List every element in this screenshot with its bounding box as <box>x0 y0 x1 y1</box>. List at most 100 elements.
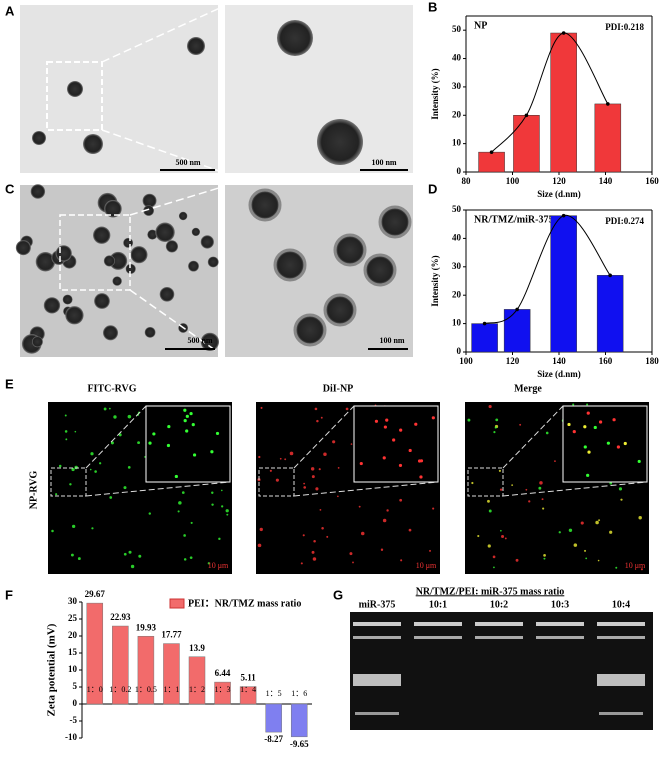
dot <box>525 488 528 491</box>
y-tick-label: 0 <box>73 698 78 708</box>
zoom-box <box>258 467 295 497</box>
bar <box>290 703 308 738</box>
zoom-line <box>129 186 223 356</box>
dot <box>543 554 546 557</box>
value-label: 6.44 <box>215 668 231 678</box>
band <box>597 636 645 639</box>
x-tick-label: 140 <box>599 176 613 186</box>
band <box>597 674 645 686</box>
dot <box>260 406 263 409</box>
dot <box>587 450 591 454</box>
dot <box>279 457 282 460</box>
particle <box>62 294 73 305</box>
dot <box>190 521 193 524</box>
scale-label: 500 nm <box>187 336 212 345</box>
well <box>597 622 645 626</box>
dot <box>586 411 590 415</box>
y-tick-label: 20 <box>452 289 462 299</box>
dot <box>498 469 501 472</box>
dot <box>399 428 403 432</box>
y-tick-label: 40 <box>452 53 462 63</box>
particle <box>293 313 327 347</box>
dot <box>488 404 492 409</box>
dot <box>289 451 294 456</box>
dot <box>300 562 303 565</box>
y-tick-label: 30 <box>452 261 462 271</box>
y-tick-label: -5 <box>70 715 78 725</box>
dot <box>192 453 197 457</box>
dot <box>380 548 384 551</box>
particle <box>104 200 122 218</box>
annotation: PDI:0.274 <box>605 216 644 226</box>
dot <box>189 556 193 560</box>
bar <box>112 625 129 705</box>
dot <box>108 407 111 410</box>
dot <box>345 407 349 411</box>
zoom-box <box>46 61 103 131</box>
bar <box>513 115 540 173</box>
particle <box>144 326 156 338</box>
y-tick-label: 25 <box>68 613 78 623</box>
dot <box>499 488 503 491</box>
particle <box>378 205 412 239</box>
particle <box>35 252 56 272</box>
dot <box>71 524 76 529</box>
dot <box>392 438 396 442</box>
dot <box>218 537 221 541</box>
gel: NR/TMZ/PEI: miR-375 mass ratio miR-375 10… <box>350 586 653 730</box>
x-tick-label: 1：6 <box>291 689 307 698</box>
dot <box>538 486 542 490</box>
band <box>353 674 401 686</box>
y-tick-label: 40 <box>452 232 462 242</box>
dot <box>318 468 321 471</box>
particle <box>83 134 103 154</box>
x-tick-label: 1：1 <box>163 685 179 694</box>
x-tick-label: 1：4 <box>240 685 256 694</box>
dot <box>178 501 182 505</box>
dot <box>386 509 389 512</box>
dot <box>558 531 561 534</box>
dot <box>323 452 327 456</box>
channel-label: DiI-NP <box>323 383 354 394</box>
dot <box>144 456 146 458</box>
channel-label: FITC-RVG <box>87 383 136 394</box>
dot <box>319 509 322 511</box>
y-axis-label: Intensity (%) <box>430 68 440 119</box>
dot <box>382 456 386 460</box>
dot <box>185 429 189 433</box>
dot <box>55 493 58 496</box>
y-tick-label: 20 <box>452 109 462 119</box>
dot <box>177 510 180 513</box>
x-tick-label: 160 <box>645 176 659 186</box>
dot <box>65 438 68 441</box>
dot <box>109 496 113 499</box>
dot <box>127 466 131 469</box>
dot <box>183 534 186 537</box>
zoom-box <box>59 214 131 291</box>
dot <box>138 554 142 558</box>
point <box>524 113 529 118</box>
x-tick-label: 180 <box>645 356 659 366</box>
x-tick-label: 1：0.5 <box>135 685 157 694</box>
particle <box>15 240 31 256</box>
dot <box>311 475 315 479</box>
bar <box>163 643 180 705</box>
gel-title: NR/TMZ/PEI: miR-375 mass ratio <box>416 586 565 597</box>
dot <box>310 467 315 471</box>
particle <box>142 193 157 208</box>
dot <box>500 529 502 532</box>
dot <box>584 549 587 552</box>
dot <box>545 431 549 435</box>
bar <box>550 215 577 353</box>
dot <box>360 531 365 536</box>
particle <box>188 260 199 272</box>
dot <box>269 469 272 472</box>
dot <box>583 425 587 429</box>
value-label: 22.93 <box>110 612 131 622</box>
dot <box>495 418 499 422</box>
value-label: 13.9 <box>189 643 205 653</box>
dot <box>118 433 122 437</box>
zoom-line <box>85 405 231 497</box>
particle <box>32 131 46 145</box>
dot <box>609 481 613 485</box>
